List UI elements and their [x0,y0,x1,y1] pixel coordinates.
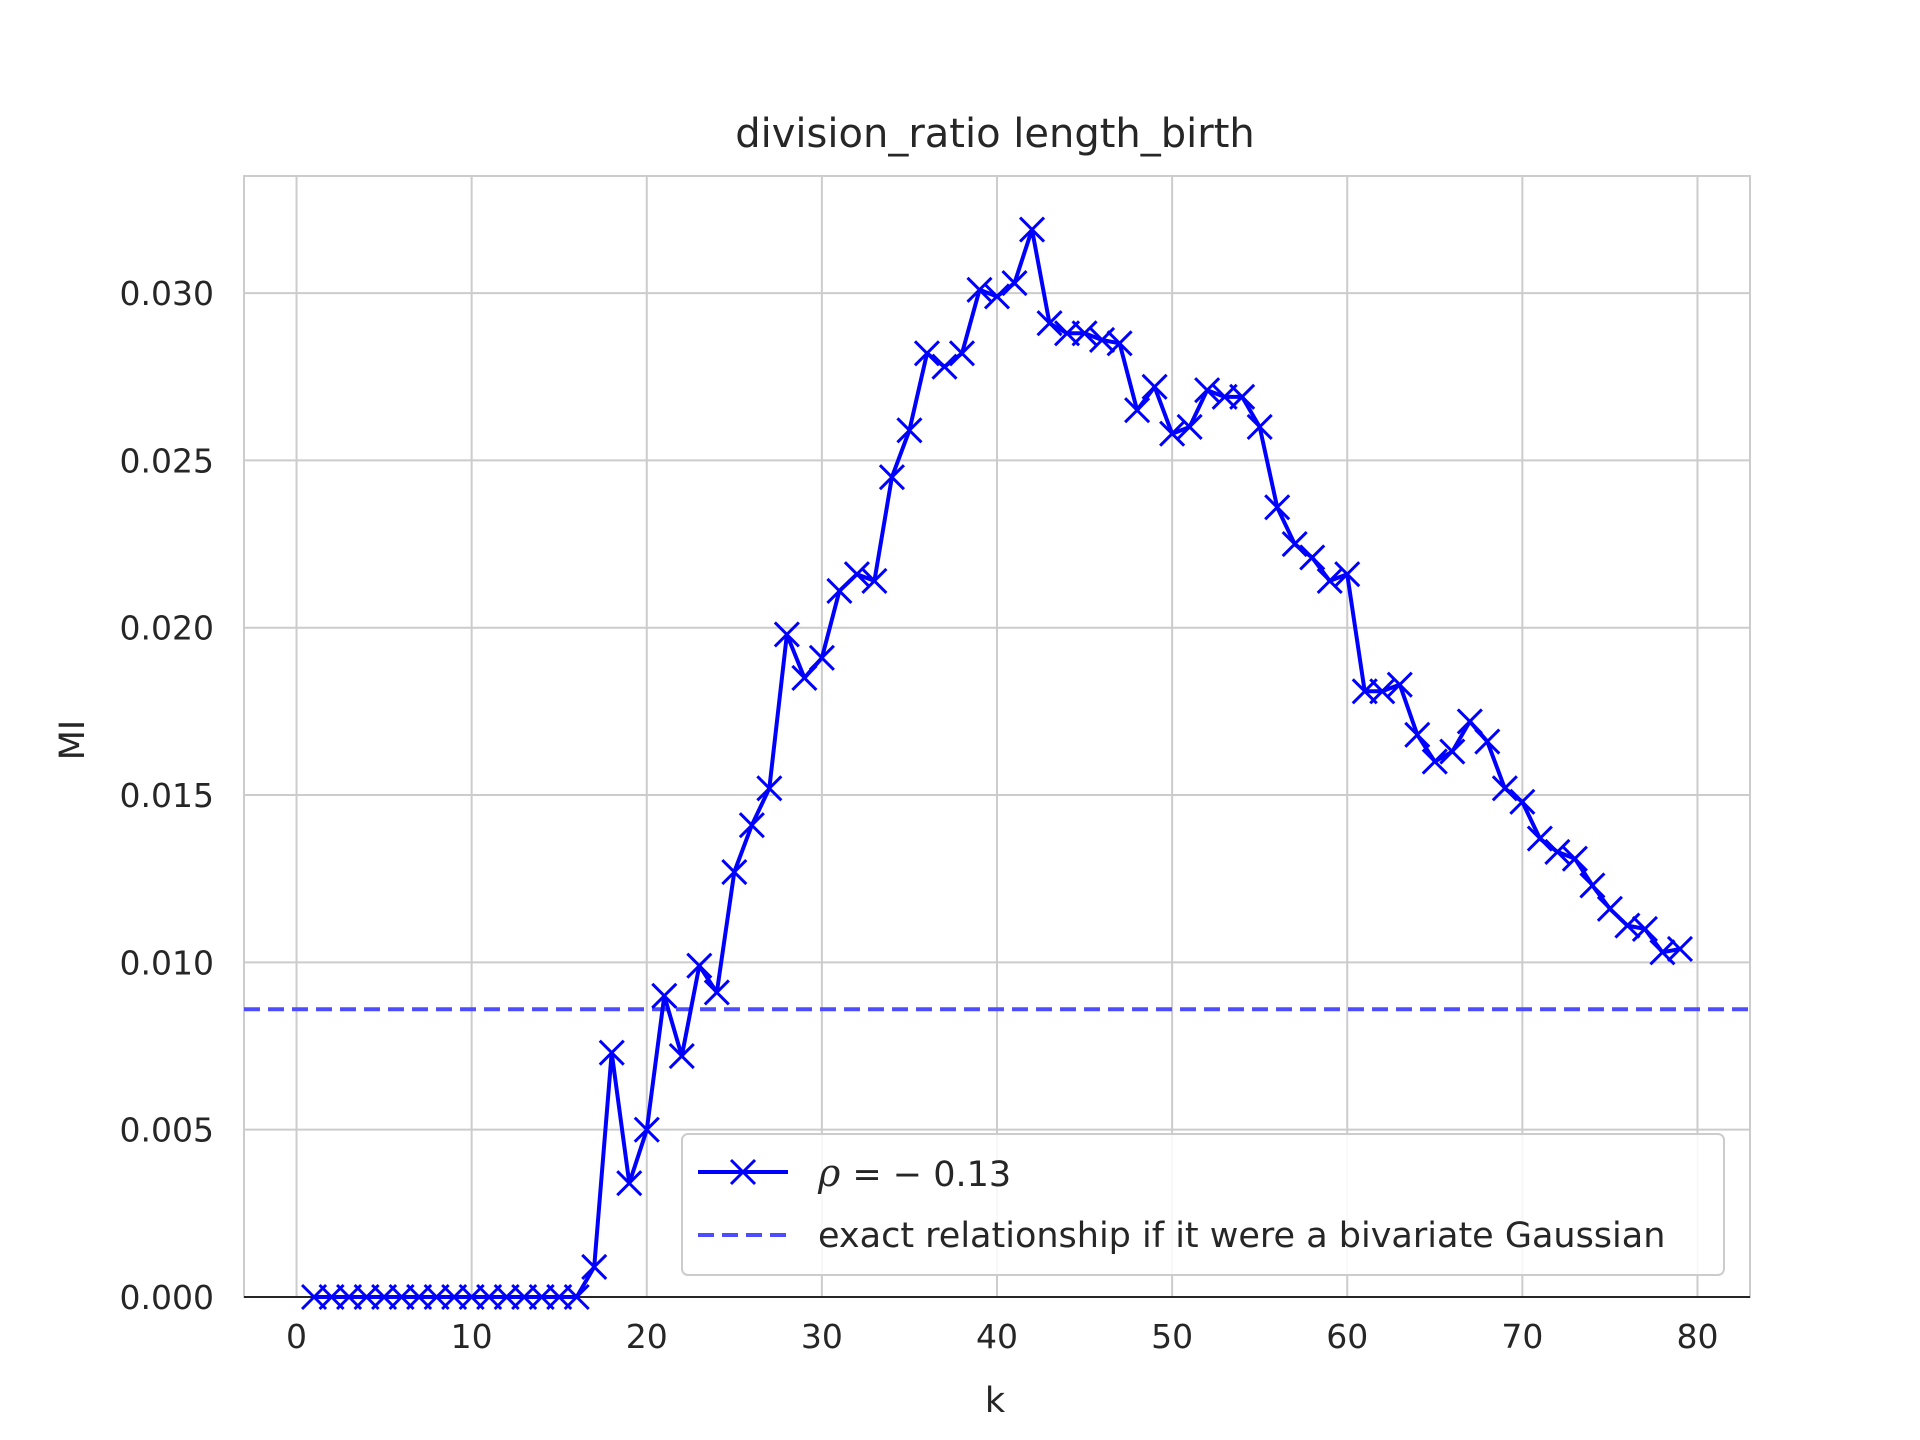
data-point-marker [1018,216,1046,243]
x-tick-label: 40 [976,1317,1018,1356]
data-point-marker [1544,838,1571,866]
y-tick-label: 0.020 [120,609,214,648]
data-point-marker [1421,748,1448,775]
data-point-marker [1369,678,1396,705]
data-point-marker [966,276,993,303]
data-point-marker [1579,872,1606,899]
data-point-marker [1159,420,1186,447]
data-point-marker [1124,397,1151,424]
data-point-marker [1299,544,1326,571]
data-point-marker [756,775,783,802]
data-point-marker [738,812,765,839]
legend-box [681,1133,1725,1276]
data-point-marker [983,283,1011,310]
legend-entry-rho: ρ = − 0.13 [817,1151,1011,1195]
data-point-marker [1404,721,1431,748]
data-point-marker [1439,738,1466,765]
chart-title: division_ratio length_birth [735,111,1255,157]
x-tick-labels: 0 10 20 30 40 50 60 70 80 [286,1317,1718,1356]
legend-rho-value: = − 0.13 [852,1155,1011,1195]
data-point-marker [843,561,870,588]
data-point-marker [1509,788,1536,815]
y-tick-label: 0.005 [120,1111,214,1150]
data-point-marker [1491,775,1518,802]
data-point-marker [1246,413,1273,441]
series-layer [244,216,1750,1311]
legend: ρ = − 0.13 exact relationship if it were… [681,1133,1725,1276]
data-point-marker [913,340,941,367]
x-tick-label: 30 [801,1317,843,1356]
y-tick-label: 0.025 [120,441,214,480]
data-point-marker [686,952,713,979]
data-point-marker [581,1253,608,1280]
data-point-marker [703,979,730,1006]
data-point-marker [1036,310,1063,337]
data-point-marker [1194,377,1221,404]
data-point-marker [1456,708,1483,735]
x-tick-label: 60 [1326,1317,1368,1356]
data-point-marker [563,1283,590,1311]
x-tick-label: 50 [1151,1317,1193,1356]
data-point-marker [616,1170,643,1197]
data-point-marker [931,353,958,380]
legend-x-marker [729,1158,757,1186]
data-point-marker [1071,320,1098,347]
x-tick-label: 80 [1676,1317,1718,1356]
legend-rho-symbol: ρ [817,1151,841,1195]
data-point-marker [721,858,748,886]
x-axis-label: k [985,1381,1006,1421]
y-tick-label: 0.000 [120,1278,214,1317]
data-point-marker [1526,825,1553,852]
y-tick-label: 0.010 [120,943,214,982]
data-point-marker [808,644,835,671]
data-point-marker [878,464,905,491]
data-point-marker [1561,845,1588,872]
data-point-marker [1334,561,1361,588]
data-point-marker [598,1039,625,1066]
data-point-marker [1386,671,1413,698]
data-point-marker [1001,270,1028,297]
data-point-marker [1631,915,1658,942]
data-point-marker [1106,330,1133,357]
data-point-marker [1666,935,1694,963]
x-tick-label: 20 [626,1317,668,1356]
y-tick-label: 0.015 [120,776,214,815]
data-point-marker [1316,567,1343,594]
legend-entry-gaussian: exact relationship if it were a bivariat… [818,1216,1665,1256]
data-point-marker [948,340,976,367]
data-point-marker [1141,373,1168,400]
data-point-marker [668,1043,695,1070]
y-tick-labels: 0.000 0.005 0.010 0.015 0.020 0.025 0.030 [120,274,214,1317]
x-tick-label: 10 [451,1317,493,1356]
data-point-marker [791,664,818,692]
y-axis-label: MI [53,720,93,761]
data-point-marker [861,567,888,594]
grid-lines [244,176,1750,1298]
data-point-marker [896,417,923,444]
x-tick-label: 0 [286,1317,307,1356]
y-tick-label: 0.030 [120,274,214,313]
data-point-marker [1474,728,1501,755]
data-point-marker [1281,531,1308,558]
data-point-marker [1229,383,1256,410]
x-tick-label: 70 [1501,1317,1543,1356]
data-point-marker [633,1116,660,1143]
data-point-marker [651,982,678,1009]
data-point-marker [1176,413,1203,441]
data-point-marker [1264,494,1291,521]
data-point-marker [773,621,800,648]
